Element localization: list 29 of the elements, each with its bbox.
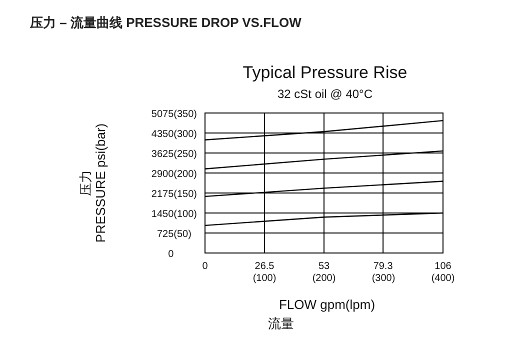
- y-tick-label: 3625: [151, 149, 174, 160]
- y-tick-label: 0: [168, 249, 174, 260]
- x2-tick-label: (400): [431, 273, 455, 284]
- y-tick-label: 2900: [151, 169, 174, 180]
- y-tick-label: 1450: [151, 209, 174, 220]
- y-tick-label: 2175: [151, 189, 174, 200]
- y-tick-label: 5075: [151, 109, 174, 120]
- x-tick-label: 106: [434, 261, 452, 272]
- y2-tick-label: (100): [174, 209, 197, 220]
- x-tick-label: 26.5: [254, 261, 275, 272]
- x2-tick-label: (200): [312, 273, 336, 284]
- y-tick-label: 725: [156, 229, 174, 240]
- y2-tick-label: (300): [174, 129, 197, 140]
- x2-tick-label: (100): [252, 273, 276, 284]
- y-tick-label: 4350: [151, 129, 174, 140]
- x-axis-title: FLOW gpm(lpm) 流量: [268, 297, 376, 331]
- chart-title: 压力 – 流量曲线 PRESSURE DROP VS.FLOW: [29, 15, 302, 30]
- y-axis-title: 压力 PRESSURE psi(bar): [78, 123, 108, 243]
- y2-tick-label: (200): [174, 169, 197, 180]
- y2-tick-label: (50): [174, 229, 192, 240]
- chart-subtitle: Typical Pressure Rise: [242, 63, 408, 82]
- y2-tick-label: (250): [174, 149, 197, 160]
- x2-tick-label: (300): [372, 273, 396, 284]
- text: 32 cSt oil @ 40°C: [277, 87, 373, 101]
- x-tick-label: 79.3: [373, 261, 394, 272]
- x-tick-label: 53: [318, 261, 330, 272]
- x-tick-label: 0: [202, 261, 208, 272]
- y2-tick-label: (350): [174, 109, 197, 120]
- y2-tick-label: (150): [174, 189, 197, 200]
